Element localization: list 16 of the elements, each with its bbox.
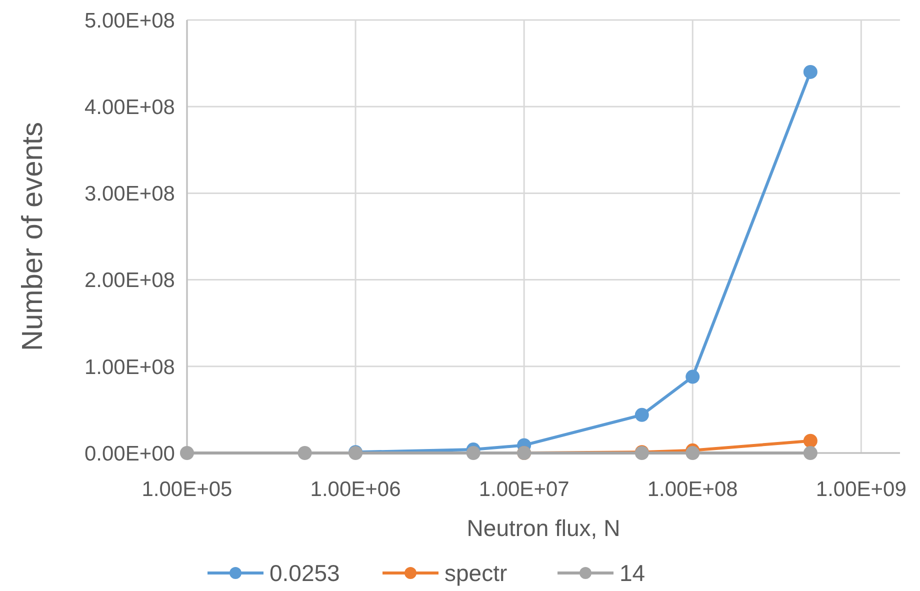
y-tick-label: 1.00E+08 <box>84 356 175 379</box>
legend-label: 14 <box>620 560 646 586</box>
y-tick-label: 3.00E+08 <box>84 182 175 206</box>
x-tick-label: 1.00E+06 <box>310 478 401 501</box>
x-tick-label: 1.00E+08 <box>647 478 738 501</box>
legend-label: 0.0253 <box>270 560 340 586</box>
x-tick-label: 1.00E+09 <box>816 478 906 501</box>
legend-label: spectr <box>444 560 508 586</box>
y-axis-title: Number of events <box>17 122 49 351</box>
y-tick-label: 5.00E+08 <box>84 9 175 32</box>
y-tick-label: 2.00E+08 <box>84 269 175 292</box>
x-tick-label: 1.00E+05 <box>142 478 232 501</box>
y-tick-label: 4.00E+08 <box>84 96 175 119</box>
x-tick-label: 1.00E+07 <box>478 478 570 501</box>
x-axis-title: Neutron flux, N <box>466 515 620 541</box>
y-tick-label: 0.00E+00 <box>84 442 175 466</box>
